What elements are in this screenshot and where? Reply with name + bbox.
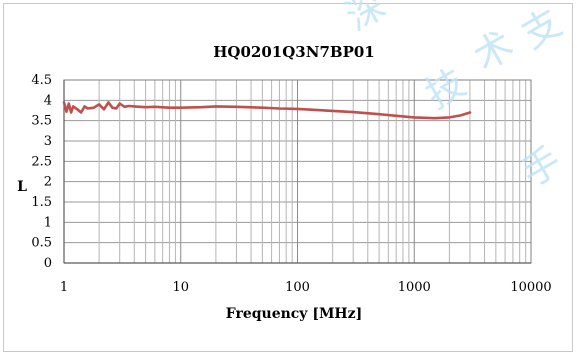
- y-tick-label: 4: [44, 93, 52, 108]
- y-tick-label: 2: [44, 175, 52, 190]
- watermark-char: 技: [418, 60, 473, 117]
- watermark-char: 手: [514, 138, 569, 195]
- watermark-char: 支: [514, 0, 569, 57]
- series-line-0: [62, 101, 472, 120]
- y-tick-label: 1.5: [31, 195, 52, 210]
- chart-frame: [3, 3, 573, 352]
- x-tick-label: 10000: [510, 280, 551, 295]
- y-tick-label: 2.5: [31, 154, 52, 169]
- x-tick-label: 1: [60, 280, 68, 295]
- series-layer: [62, 101, 472, 120]
- chart-title: HQ0201Q3N7BP01: [213, 43, 374, 61]
- y-tick-label: 1: [44, 215, 52, 230]
- y-tick-label: 0: [44, 256, 52, 271]
- y-tick-label: 0.5: [31, 236, 52, 251]
- axes: [63, 79, 532, 264]
- x-tick-label: 10: [172, 280, 189, 295]
- y-tick-label: 3: [44, 134, 52, 149]
- watermark-char: 深: [338, 0, 393, 39]
- y-axis-label: L: [17, 179, 27, 195]
- x-tick-label: 100: [285, 280, 310, 295]
- x-tick-label: 1000: [398, 280, 431, 295]
- y-tick-label: 4.5: [31, 73, 52, 88]
- watermark-char: 术: [466, 22, 521, 79]
- tick-labels: 0 0.5 1 1.5 2 2.5 3 3.5 4 4.5 1 10 100 1000 10000: [31, 73, 551, 295]
- y-tick-label: 3.5: [31, 114, 52, 129]
- x-axis-label: Frequency [MHz]: [226, 306, 363, 322]
